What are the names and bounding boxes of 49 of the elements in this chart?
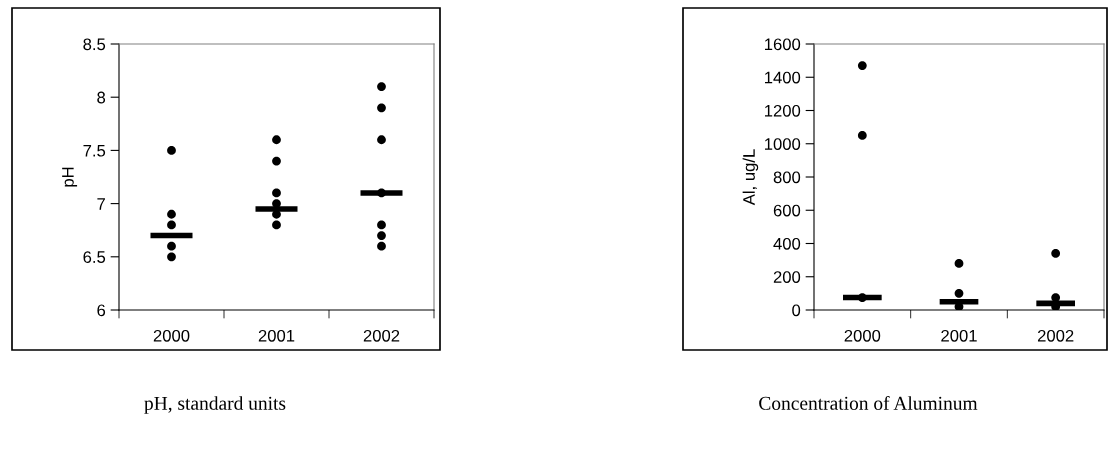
y-tick-label: 6.5 bbox=[83, 251, 106, 263]
y-tick-label: 800 bbox=[773, 171, 801, 184]
text: pH, standard units bbox=[144, 396, 286, 414]
point bbox=[272, 220, 281, 230]
point bbox=[377, 135, 386, 145]
y-tick-label: 8.5 bbox=[83, 38, 106, 51]
point bbox=[1051, 249, 1061, 258]
y-tick-label: 7.5 bbox=[83, 144, 106, 157]
point bbox=[857, 61, 867, 70]
y-tick-label: 8 bbox=[97, 91, 106, 104]
y-tick-label: 1600 bbox=[765, 38, 801, 51]
y-tick-label: 7 bbox=[97, 198, 105, 210]
point bbox=[272, 135, 281, 145]
y-tick-label: 6 bbox=[97, 304, 106, 317]
point bbox=[857, 293, 867, 302]
x-tick-label: 2000 bbox=[844, 329, 881, 342]
x-tick-label: 2002 bbox=[363, 329, 400, 342]
y-tick-label: 1000 bbox=[765, 138, 801, 150]
point bbox=[954, 259, 964, 268]
point bbox=[167, 220, 176, 230]
y-tick-label: 400 bbox=[773, 237, 801, 250]
y-tick-label: 200 bbox=[773, 271, 801, 283]
point bbox=[167, 209, 176, 219]
point bbox=[377, 220, 386, 230]
point bbox=[377, 188, 386, 198]
point bbox=[272, 156, 281, 166]
point bbox=[954, 288, 964, 298]
point bbox=[272, 199, 281, 208]
y-tick-label: 0 bbox=[792, 304, 801, 317]
point bbox=[377, 82, 386, 91]
y-tick-label: 1200 bbox=[765, 104, 801, 117]
point bbox=[377, 241, 386, 251]
y-tick-label: 600 bbox=[773, 204, 801, 217]
point bbox=[272, 188, 281, 198]
x-tick-label: 2000 bbox=[153, 329, 190, 342]
x-tick-label: 2002 bbox=[1037, 329, 1074, 342]
point bbox=[1051, 293, 1061, 302]
y-axis-title: pH bbox=[62, 167, 78, 187]
y-tick-label: 1400 bbox=[765, 71, 801, 84]
point bbox=[167, 241, 176, 251]
y-axis-title: Al, ug/L bbox=[742, 149, 759, 206]
point bbox=[857, 131, 867, 140]
text: Concentration of Aluminum bbox=[759, 395, 978, 410]
x-tick-label: 2001 bbox=[941, 329, 977, 342]
point bbox=[167, 146, 176, 155]
x-tick-label: 2001 bbox=[258, 329, 295, 342]
point bbox=[167, 252, 176, 262]
point bbox=[377, 103, 386, 113]
point bbox=[377, 231, 386, 240]
